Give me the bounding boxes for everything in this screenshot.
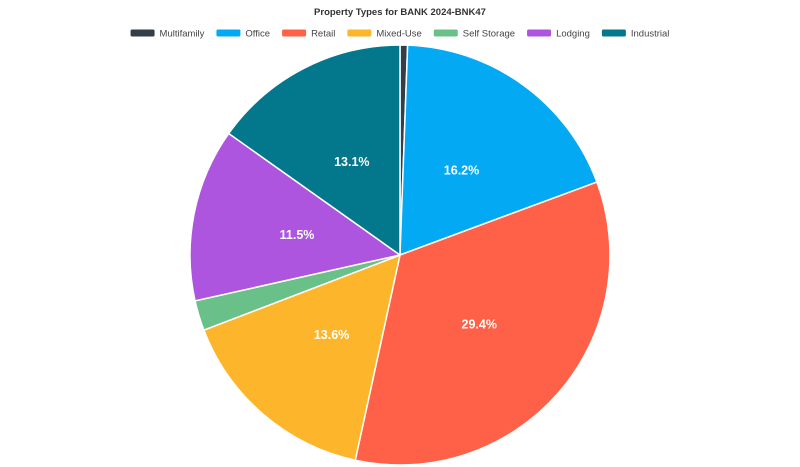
legend-label-office[interactable]: Office	[245, 29, 270, 40]
legend-label-lodging[interactable]: Lodging	[556, 29, 590, 40]
legend-swatch-office[interactable]	[216, 29, 241, 37]
chart-title: Property Types for BANK 2024-BNK47	[314, 7, 486, 18]
legend-swatch-self-storage[interactable]	[433, 29, 458, 37]
slice-label-industrial: 13.1%	[334, 155, 369, 169]
legend-swatch-retail[interactable]	[282, 29, 307, 37]
pie-slice-retail[interactable]	[354, 181, 611, 466]
slice-label-lodging: 11.5%	[280, 228, 315, 242]
pie-labels: 16.2% 29.4% 13.6% 11.5% 13.1%	[280, 155, 497, 342]
legend-label-industrial[interactable]: Industrial	[631, 29, 670, 40]
legend-swatch-mixed-use[interactable]	[347, 29, 372, 37]
pie-slice-lodging[interactable]	[189, 132, 401, 302]
legend-label-mixed-use[interactable]: Mixed-Use	[376, 29, 421, 40]
legend-swatch-industrial[interactable]	[601, 29, 626, 37]
slice-label-retail: 29.4%	[462, 317, 497, 331]
pie-slices	[189, 44, 611, 466]
legend-label-retail[interactable]: Retail	[311, 29, 335, 40]
chart-legend: Multifamily Office Retail Mixed-Use Self Sto…	[130, 29, 670, 40]
pie-slice-mixed-use[interactable]	[203, 254, 401, 461]
slice-label-mixed-use: 13.6%	[314, 328, 349, 342]
slice-label-office: 16.2%	[444, 163, 479, 177]
legend-swatch-lodging[interactable]	[527, 29, 552, 37]
pie-slice-industrial[interactable]	[227, 44, 401, 256]
legend-label-multifamily[interactable]: Multifamily	[160, 29, 205, 40]
pie-slice-office[interactable]	[399, 44, 598, 256]
legend-swatch-multifamily[interactable]	[130, 29, 155, 37]
legend-label-self-storage[interactable]: Self Storage	[463, 29, 515, 40]
